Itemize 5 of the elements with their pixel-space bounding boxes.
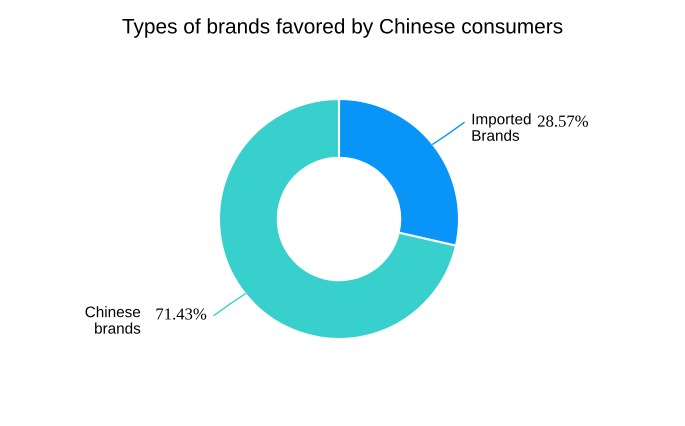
chart-title: Types of brands favored by Chinese consumers: [122, 18, 562, 38]
slice-label: Imported Brands: [472, 113, 531, 141]
slice-label: Chinese brands: [86, 306, 140, 334]
data-label: 28.57%: [538, 116, 588, 127]
data-label: 71.43%: [156, 308, 206, 320]
